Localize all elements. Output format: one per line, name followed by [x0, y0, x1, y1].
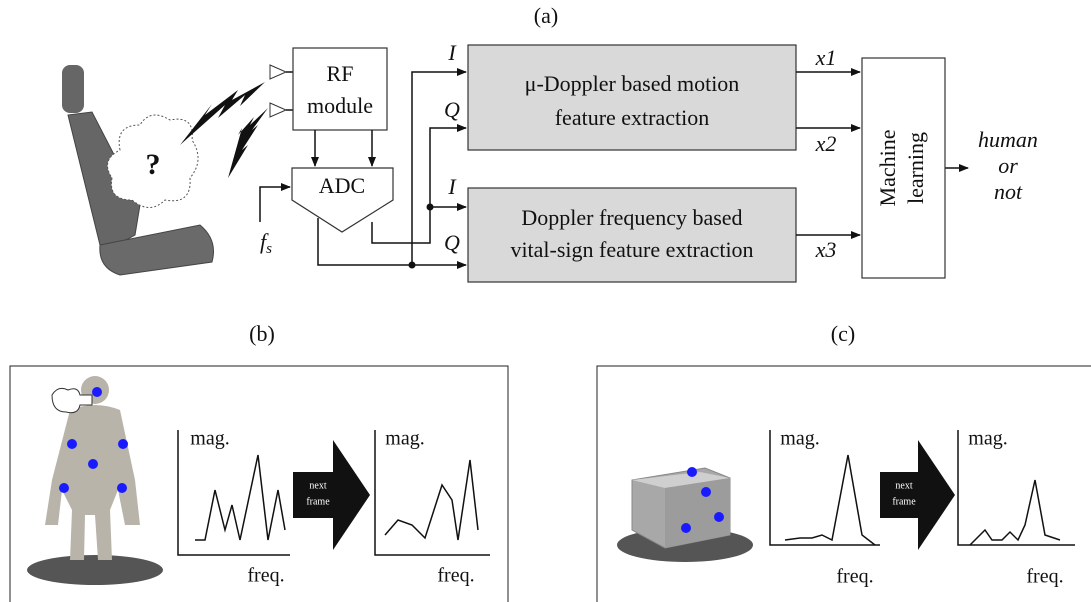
connector-part [426, 203, 434, 211]
next-frame-label: next [309, 480, 326, 491]
sampling-base: f [260, 229, 269, 254]
car-seat-part [62, 65, 84, 113]
x-axis-label: freq. [437, 565, 474, 587]
antenna-part [269, 102, 288, 118]
signal-label: Q [444, 230, 460, 255]
human-figure-part [117, 483, 127, 493]
box-object [617, 467, 753, 562]
x-axis-label: freq. [1026, 566, 1063, 588]
rf-module-label: module [307, 93, 373, 118]
signal-label: Q [444, 97, 460, 122]
panel-label: (c) [831, 321, 855, 346]
spectrum-plot [177, 430, 490, 556]
wireless-signal-part [228, 108, 268, 178]
car-seat-part [99, 224, 214, 276]
y-axis-label: mag. [385, 428, 424, 450]
motion-block-label: feature extraction [555, 105, 710, 130]
sampling-label: fs [260, 229, 272, 257]
signal-label: I [447, 40, 457, 65]
vital-block-label: Doppler frequency based [521, 205, 742, 230]
box-object-part [701, 487, 711, 497]
y-axis-label: mag. [968, 428, 1007, 450]
human-figure-part [92, 387, 102, 397]
box-object-part [665, 478, 730, 548]
panel-label: (a) [534, 3, 558, 28]
human-figure-part [51, 387, 93, 414]
human-figure-part [27, 555, 163, 585]
connector [259, 68, 467, 269]
human-figure-part [88, 459, 98, 469]
spectrum-plot-part [177, 430, 290, 556]
next-frame-arrow [293, 440, 370, 550]
spectrum-plot-part [784, 454, 876, 546]
box-object-part [681, 523, 691, 533]
connector-part [408, 261, 416, 269]
human-figure-part [118, 439, 128, 449]
signal-label: I [447, 174, 457, 199]
box-object-part [687, 467, 697, 477]
next-frame-label: next [895, 480, 912, 491]
antenna [269, 64, 293, 118]
spectrum-plot-part [195, 454, 286, 541]
thought-cloud-part [107, 114, 199, 208]
spectrum-plot-part [969, 479, 1061, 546]
spectrum-plot-part [957, 430, 1075, 546]
spectrum-plot-part [384, 459, 479, 541]
motion-block-label: μ-Doppler based motion [525, 71, 740, 96]
next-frame-arrow [880, 440, 955, 550]
connector-part [259, 183, 291, 222]
output-label: human [978, 127, 1038, 152]
connector-part [317, 218, 467, 269]
sampling-sub: s [266, 241, 272, 257]
adc-box [291, 167, 394, 233]
next-frame-label: frame [306, 496, 330, 507]
rf-module-label: RF [327, 61, 354, 86]
ml-block [861, 57, 946, 279]
feature-label: x1 [815, 45, 837, 70]
spectrum-plot-part [374, 430, 490, 556]
spectrum-plot-part [769, 430, 880, 546]
ml-block-label: learning [903, 132, 928, 204]
panel-label: (b) [249, 321, 275, 346]
y-axis-label: mag. [190, 428, 229, 450]
motion-block [467, 44, 797, 151]
human-figure [27, 376, 163, 585]
x-axis-label: freq. [836, 566, 873, 588]
human-figure-part [67, 439, 77, 449]
ml-block-label: Machine [875, 130, 900, 207]
next-frame-label: frame [892, 496, 916, 507]
vital-block-label: vital-sign feature extraction [510, 237, 753, 262]
feature-label: x2 [815, 131, 837, 156]
wireless-signal-part [180, 82, 265, 145]
box-object-part [632, 472, 730, 488]
thought-cloud [107, 114, 199, 208]
spectrum-plot [769, 430, 1075, 546]
output-label: not [994, 179, 1023, 204]
rf-module-box [292, 47, 388, 131]
y-axis-label: mag. [780, 428, 819, 450]
human-figure-part [59, 483, 69, 493]
box-object-part [714, 512, 724, 522]
vital-block [467, 187, 797, 283]
connector-part [411, 68, 467, 265]
adc-label: ADC [319, 173, 365, 198]
feature-label: x3 [815, 237, 837, 262]
car-seat [62, 65, 214, 276]
feature-arrow [796, 68, 969, 239]
connector-part [371, 124, 467, 244]
unknown-mark: ? [146, 148, 161, 181]
x-axis-label: freq. [247, 565, 284, 587]
output-label: or [998, 153, 1018, 178]
antenna-part [269, 64, 288, 80]
wireless-signal [180, 82, 268, 178]
